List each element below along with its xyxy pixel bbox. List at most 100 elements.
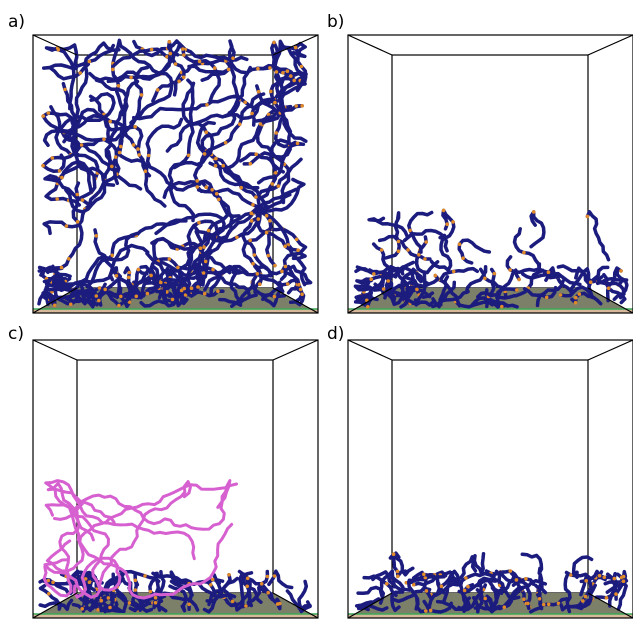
polymer-chain	[521, 272, 563, 280]
box-front	[347, 339, 633, 619]
polymer-chain	[411, 570, 434, 602]
bead	[119, 144, 123, 149]
bead	[417, 252, 421, 257]
bead	[80, 607, 84, 611]
bead	[186, 153, 191, 158]
polymer-chain	[371, 570, 403, 592]
polymer-chain	[476, 291, 517, 300]
bead	[457, 242, 462, 246]
box-edge	[32, 287, 78, 314]
polymer-chain	[399, 287, 432, 309]
bead	[298, 287, 303, 292]
polymer-chain	[85, 219, 188, 289]
bead	[201, 271, 206, 275]
polymer-chain	[439, 266, 480, 281]
bead	[273, 263, 277, 268]
polymer-chain	[41, 43, 116, 81]
bead	[422, 572, 426, 577]
bead	[244, 604, 248, 608]
bead	[127, 300, 132, 304]
bead	[300, 104, 304, 108]
bead	[179, 288, 184, 293]
bead	[396, 239, 401, 244]
bead	[237, 122, 242, 126]
bead	[182, 286, 186, 291]
bead	[256, 89, 261, 94]
box-edge	[272, 34, 319, 56]
bead	[372, 272, 376, 276]
bead	[137, 153, 141, 157]
polymer-chain	[147, 264, 166, 300]
bead	[210, 188, 214, 192]
bead	[577, 292, 582, 296]
polymer-chain	[231, 270, 274, 278]
panel	[32, 34, 319, 314]
polymer-chain	[415, 601, 453, 614]
bead	[264, 213, 269, 218]
polymer-chain	[71, 502, 234, 600]
polymer-chain	[44, 479, 196, 561]
bead	[75, 220, 80, 224]
bead	[604, 596, 609, 600]
box-edge	[587, 592, 633, 619]
polymer-chain	[41, 286, 146, 300]
box-edge	[32, 339, 78, 361]
panel-label: d)	[327, 324, 344, 344]
bead	[583, 594, 588, 599]
bead	[411, 582, 416, 587]
bead	[41, 114, 45, 118]
polymer-chain	[270, 40, 308, 113]
bead	[216, 197, 221, 202]
box-front	[32, 339, 319, 619]
bead	[155, 88, 160, 92]
bead	[239, 185, 243, 190]
bead	[251, 203, 255, 207]
bead	[136, 267, 141, 272]
polymer-chain	[389, 570, 405, 594]
polymer-chain	[145, 117, 202, 192]
box-front	[347, 34, 633, 314]
bead	[522, 250, 526, 255]
bead	[181, 75, 186, 80]
panel-label: c)	[8, 324, 24, 344]
bead	[294, 104, 299, 108]
polymer-chain	[172, 58, 242, 115]
polymer-chain	[392, 586, 432, 604]
box-front	[32, 34, 319, 314]
bead	[181, 47, 185, 51]
bead	[170, 297, 175, 302]
polymer-chain	[256, 138, 306, 185]
bead	[546, 602, 551, 607]
bead	[127, 270, 132, 275]
bead	[292, 78, 297, 83]
bead	[464, 576, 468, 580]
polymer-chain	[113, 573, 128, 611]
polymer-chain	[229, 269, 243, 307]
bead	[176, 265, 180, 270]
bead	[289, 74, 293, 78]
bead	[205, 103, 209, 107]
bead	[110, 253, 114, 258]
bead	[231, 56, 235, 60]
bead	[97, 298, 101, 303]
bead	[424, 240, 429, 244]
panel	[347, 339, 633, 619]
bead	[606, 286, 611, 291]
bead	[294, 237, 299, 242]
polymer-chain	[43, 159, 93, 206]
polymer-chain	[607, 571, 619, 608]
bead	[196, 285, 200, 289]
bead	[99, 598, 104, 603]
bead	[273, 171, 278, 175]
bead	[148, 589, 153, 594]
polymer-chain	[197, 582, 237, 599]
bead	[204, 185, 209, 189]
bead	[173, 62, 178, 66]
bead	[281, 71, 285, 75]
bead	[187, 602, 191, 607]
bead	[106, 596, 111, 600]
bead	[268, 66, 272, 70]
polymer-chain	[230, 39, 305, 93]
bead	[524, 577, 528, 581]
bead	[395, 569, 400, 574]
